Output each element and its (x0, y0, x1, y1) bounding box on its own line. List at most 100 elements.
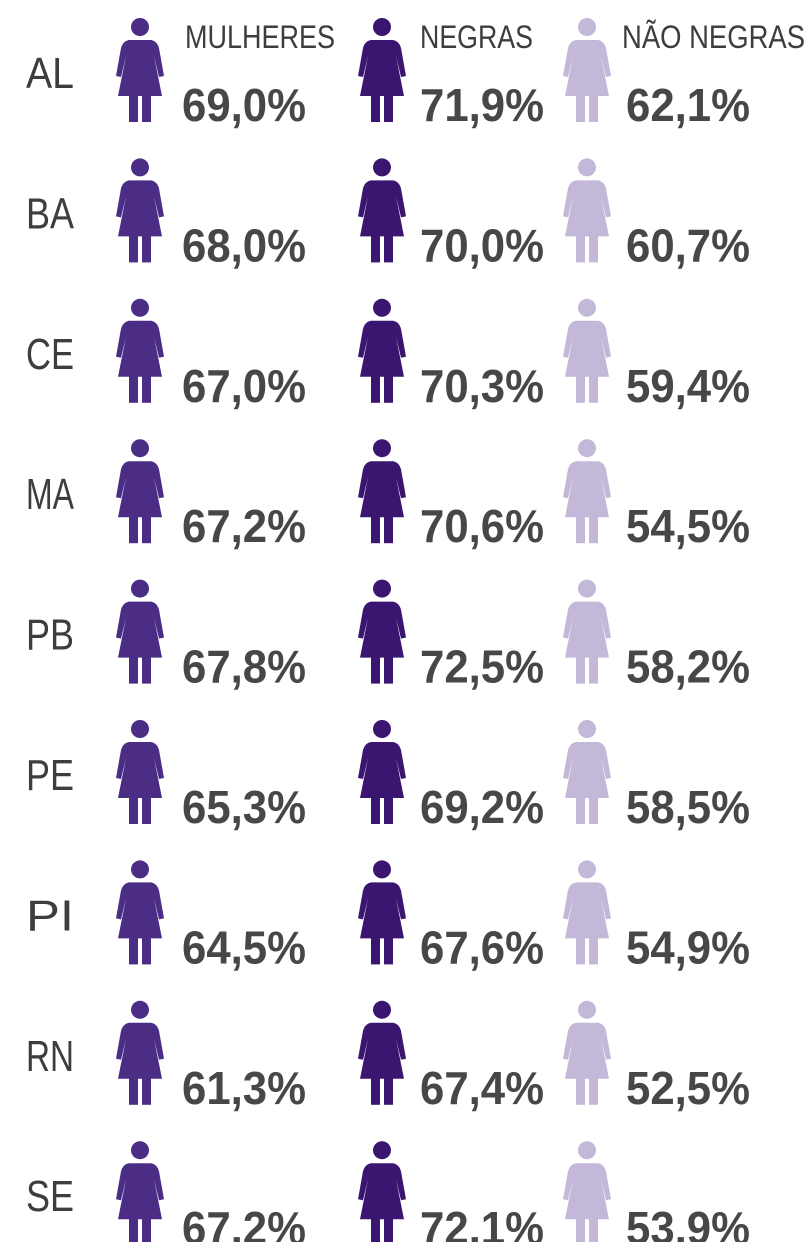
woman-icon (358, 720, 406, 824)
icon-body (563, 461, 611, 518)
woman-icon (563, 1000, 611, 1105)
percent-value: 53,9% (626, 1202, 750, 1242)
icon-leg (384, 796, 393, 824)
icon-body (358, 1022, 406, 1079)
icon-body (116, 601, 164, 658)
icon-leg (576, 936, 585, 965)
icon-body (563, 882, 611, 939)
icon-head (578, 720, 596, 738)
woman-icon (358, 439, 406, 544)
woman-icon (563, 579, 611, 684)
icon-leg (384, 1076, 393, 1105)
icon-head (578, 1141, 596, 1160)
percent-value: 69,0% (182, 79, 306, 131)
icon-head (373, 439, 391, 458)
woman-icon (563, 1141, 611, 1242)
icon-head (578, 298, 596, 317)
icon-head (131, 860, 149, 879)
icon-leg (371, 234, 380, 263)
icon-leg (576, 374, 585, 403)
icon-leg (384, 374, 393, 403)
icon-body (358, 601, 406, 658)
percent-value: 72,5% (420, 641, 544, 693)
icon-body (563, 742, 611, 798)
icon-head (131, 1141, 149, 1160)
icon-body (563, 180, 611, 237)
icon-leg (589, 796, 598, 824)
woman-icon (358, 1000, 406, 1105)
icon-leg (589, 655, 598, 684)
column-header: NEGRAS (420, 19, 533, 55)
column-header: MULHERES (185, 19, 335, 55)
icon-body (116, 882, 164, 939)
icon-body (563, 601, 611, 658)
icon-leg (589, 374, 598, 403)
icon-body (358, 180, 406, 237)
percent-value: 71,9% (420, 79, 544, 131)
percent-value: 65,3% (182, 781, 306, 833)
state-label: RN (26, 1032, 74, 1081)
icon-leg (576, 515, 585, 544)
icon-leg (129, 234, 138, 263)
woman-icon (358, 18, 406, 122)
icon-body (116, 40, 164, 96)
state-label: PE (26, 751, 74, 800)
icon-body (563, 40, 611, 96)
percent-value: 54,9% (626, 921, 750, 973)
woman-icon (116, 720, 164, 824)
percent-value: 58,2% (626, 641, 750, 693)
icon-leg (384, 936, 393, 965)
percent-value: 64,5% (182, 921, 306, 973)
woman-icon (358, 298, 406, 403)
icon-leg (129, 796, 138, 824)
percent-value: 58,5% (626, 781, 750, 833)
icon-leg (129, 374, 138, 403)
icon-leg (129, 1217, 138, 1242)
icon-head (578, 579, 596, 598)
icon-leg (371, 374, 380, 403)
icon-leg (589, 936, 598, 965)
icon-body (358, 882, 406, 939)
icon-leg (142, 374, 151, 403)
icon-head (578, 1000, 596, 1019)
icon-leg (576, 655, 585, 684)
icon-leg (129, 1076, 138, 1105)
icon-leg (384, 94, 393, 122)
state-label: PI (26, 891, 74, 940)
icon-head (373, 720, 391, 738)
percent-value: 60,7% (626, 219, 750, 271)
state-label: AL (26, 49, 74, 98)
percent-value: 59,4% (626, 360, 750, 412)
icon-leg (384, 234, 393, 263)
icon-head (131, 439, 149, 458)
icon-leg (142, 936, 151, 965)
woman-icon (116, 1141, 164, 1242)
woman-icon (563, 720, 611, 824)
woman-icon (563, 18, 611, 122)
icon-leg (142, 655, 151, 684)
percent-value: 67,2% (182, 1202, 306, 1242)
icon-leg (129, 936, 138, 965)
woman-icon (358, 579, 406, 684)
percent-value: 68,0% (182, 219, 306, 271)
icon-leg (142, 515, 151, 544)
icon-leg (589, 234, 598, 263)
icon-head (373, 1141, 391, 1160)
icon-head (131, 18, 149, 36)
icon-leg (576, 1217, 585, 1242)
icon-body (116, 742, 164, 798)
icon-body (563, 320, 611, 377)
woman-icon (563, 439, 611, 544)
icon-body (358, 461, 406, 518)
icon-head (373, 158, 391, 177)
icon-head (578, 439, 596, 458)
percent-value: 62,1% (626, 79, 750, 131)
icon-body (116, 320, 164, 377)
icon-body (358, 1163, 406, 1220)
icon-leg (589, 1076, 598, 1105)
icon-leg (371, 94, 380, 122)
woman-icon (358, 158, 406, 263)
state-label: SE (26, 1172, 74, 1221)
woman-icon (116, 439, 164, 544)
icon-body (358, 742, 406, 798)
